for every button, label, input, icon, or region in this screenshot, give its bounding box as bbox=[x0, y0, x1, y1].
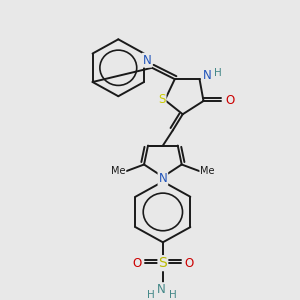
Text: N: N bbox=[143, 54, 152, 67]
Text: O: O bbox=[226, 94, 235, 107]
Text: H: H bbox=[147, 290, 155, 300]
Text: H: H bbox=[214, 68, 222, 79]
Text: N: N bbox=[157, 283, 165, 296]
Text: O: O bbox=[184, 256, 193, 270]
Text: O: O bbox=[133, 256, 142, 270]
Text: Me: Me bbox=[200, 166, 215, 176]
Text: N: N bbox=[203, 69, 212, 82]
Text: H: H bbox=[169, 290, 177, 300]
Text: N: N bbox=[158, 172, 167, 185]
Text: S: S bbox=[158, 256, 167, 270]
Text: Me: Me bbox=[111, 166, 125, 176]
Text: S: S bbox=[158, 93, 166, 106]
